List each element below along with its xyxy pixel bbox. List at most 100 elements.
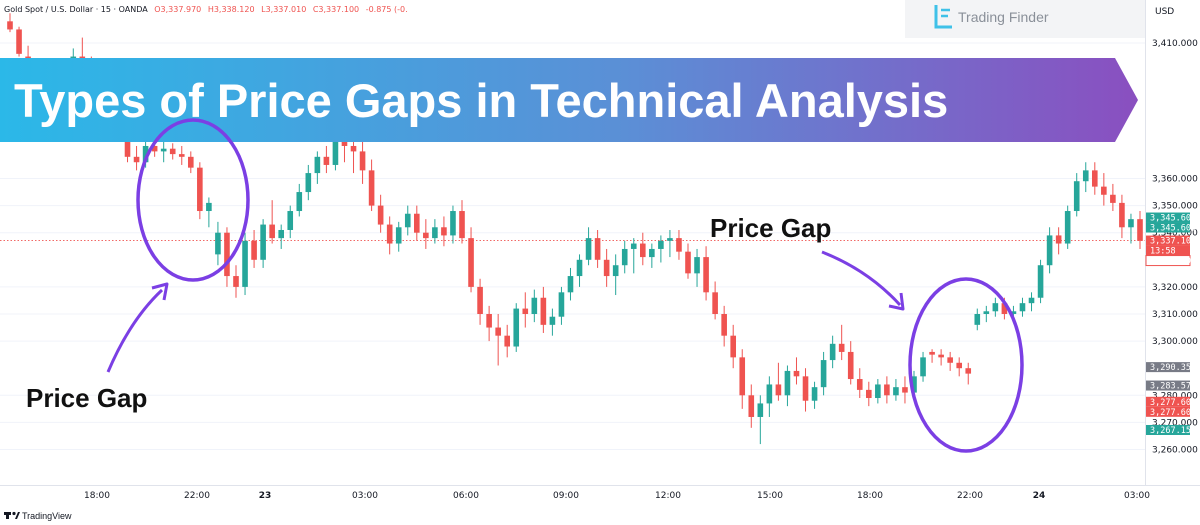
- candle: [712, 281, 718, 320]
- candle-body: [793, 370, 800, 377]
- candle-body: [1001, 303, 1008, 314]
- candle: [477, 278, 483, 325]
- price-badge-label: 3,277.607: [1150, 398, 1196, 408]
- candle: [902, 376, 908, 404]
- candle-body: [1019, 303, 1026, 312]
- candle: [1055, 227, 1062, 255]
- candle-body: [1091, 170, 1098, 187]
- candle-body: [251, 240, 257, 260]
- banner-title: Types of Price Gaps in Technical Analysi…: [14, 74, 948, 127]
- candle-body: [847, 351, 854, 380]
- candle-body: [206, 202, 212, 212]
- ohlc-c-value: C3,337.100: [313, 5, 359, 14]
- candle-body: [667, 238, 673, 241]
- candle: [766, 376, 773, 417]
- right-gap-arrowhead: [888, 292, 905, 311]
- candle-body: [477, 286, 483, 314]
- candle: [974, 308, 981, 331]
- time-tick-label: 15:00: [757, 491, 783, 501]
- candle-body: [712, 292, 718, 314]
- candle-body: [169, 148, 176, 155]
- candle: [287, 205, 294, 239]
- brand-box: [905, 0, 1145, 38]
- time-tick-label: 03:00: [1124, 491, 1150, 501]
- candle-body: [278, 229, 285, 239]
- price-tick-label: 3,310.000: [1152, 310, 1198, 320]
- candle-body: [142, 145, 149, 163]
- ohlc-header: Gold Spot / U.S. Dollar · 15 · OANDA O3,…: [4, 5, 408, 14]
- price-badge: 3,267.155: [1146, 424, 1196, 436]
- ohlc-h-value: H3,338.120: [208, 5, 255, 14]
- candle: [920, 351, 926, 382]
- candle: [775, 362, 782, 401]
- time-axis[interactable]: 18:00 22:00 23 03:00 06:00 09:00 12:00 15:00 18:…: [84, 491, 1150, 501]
- price-tick-label: 3,410.000: [1152, 39, 1198, 49]
- candle: [621, 240, 628, 274]
- candle-body: [676, 238, 682, 252]
- ohlc-o-value: O3,337.970: [154, 5, 201, 14]
- candle-body: [459, 211, 465, 239]
- currency-label[interactable]: USD: [1155, 7, 1174, 17]
- price-badge-bg: [1146, 245, 1190, 256]
- candle: [260, 219, 266, 268]
- candle: [251, 229, 257, 268]
- candle: [323, 145, 330, 174]
- right-gap-arrow: [821, 250, 902, 307]
- candle-body: [395, 227, 402, 244]
- price-tick-label: 3,340.000: [1152, 229, 1198, 239]
- candle: [658, 235, 664, 263]
- candle-body: [820, 360, 827, 388]
- candle-body: [350, 145, 357, 152]
- candle-body: [287, 211, 294, 230]
- candle-body: [612, 265, 619, 277]
- candle: [206, 197, 212, 228]
- ohlc-change: -0.875 (-0.: [366, 5, 408, 14]
- price-badge: 3,330.100: [1145, 255, 1196, 267]
- candle-body: [432, 227, 438, 239]
- price-badge-bg: [1146, 222, 1190, 233]
- price-badge-label: 3,330.100: [1150, 257, 1196, 267]
- candle-body: [1119, 202, 1125, 228]
- price-badge-bg: [1145, 255, 1191, 267]
- candle-body: [920, 357, 926, 377]
- candle-body: [540, 297, 547, 325]
- price-badge-bg: [1146, 406, 1190, 417]
- left-gap-arrow: [106, 288, 164, 373]
- candle: [305, 164, 312, 201]
- candle-body: [875, 384, 881, 399]
- candle-body: [260, 224, 266, 260]
- candle-body: [314, 156, 321, 174]
- candle-body: [386, 224, 393, 244]
- ohlc-l-value: L3,337.010: [261, 5, 306, 14]
- candle-body: [658, 240, 664, 249]
- candle-body: [404, 213, 411, 228]
- candle-body: [1073, 181, 1080, 212]
- price-badge-bg: [1146, 396, 1190, 407]
- candle: [1119, 194, 1125, 239]
- candle: [242, 232, 248, 296]
- candle: [359, 140, 366, 184]
- candle-body: [1064, 211, 1071, 244]
- candle: [639, 232, 646, 266]
- candle: [278, 224, 285, 249]
- candle: [576, 254, 583, 287]
- candle-body: [567, 276, 574, 293]
- candle: [1101, 173, 1107, 206]
- candle: [486, 305, 492, 342]
- price-axis[interactable]: 3,410.000 3,360.000 3,350.000 3,340.000 3,32…: [1152, 39, 1198, 456]
- candle-body: [242, 240, 248, 287]
- candle: [513, 303, 520, 352]
- candle: [16, 26, 22, 57]
- candle: [847, 341, 854, 385]
- candle: [820, 351, 827, 396]
- candle: [603, 248, 610, 287]
- price-badge-label: 3,277.607: [1150, 408, 1196, 418]
- right-gap-label: Price Gap: [710, 213, 831, 243]
- candle-body: [160, 148, 167, 152]
- candle-body: [838, 343, 845, 352]
- candle-body: [639, 243, 646, 258]
- candle: [468, 227, 474, 293]
- candle: [1137, 211, 1143, 249]
